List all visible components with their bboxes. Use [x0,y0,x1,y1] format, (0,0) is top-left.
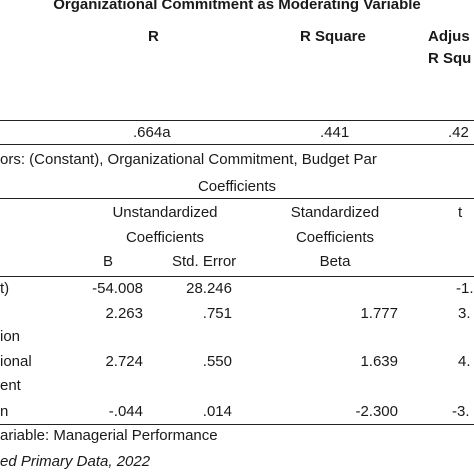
header-b: B [103,253,114,270]
header-adjusted-line2: R Squ [428,50,472,67]
cell-t: 4. [458,353,471,370]
predictors-note: ors: (Constant), Organizational Commitme… [0,151,377,168]
rule-coefficients-bottom [0,424,474,425]
value-adjusted-r-square: .42 [448,124,469,141]
row-label: t) [0,280,10,297]
row-label: ional [0,353,32,370]
rule-coefficients-header-top [0,198,474,199]
header-beta: Beta [319,253,351,270]
cell-b: 2.724 [105,353,143,370]
value-r: .664a [133,124,171,141]
cell-std-error: .550 [202,353,232,370]
row-label: ion [0,328,21,345]
rule-top-model-row [0,120,474,121]
header-adjusted-line1: Adjus [428,28,470,45]
cell-b: 2.263 [105,305,143,322]
cell-t: 3. [458,305,471,322]
header-standardized-line2: Coefficients [295,229,375,246]
header-unstandardized-line2: Coefficients [125,229,205,246]
cell-b: -.044 [108,403,143,420]
header-r: R [148,28,159,45]
header-r-square: R Square [300,28,366,45]
rule-bottom-model-row [0,144,474,145]
cell-t: -1. [456,280,474,297]
cell-beta: 1.639 [360,353,398,370]
cell-std-error: .751 [202,305,232,322]
cell-std-error: .014 [202,403,232,420]
header-unstandardized-line1: Unstandardized [112,204,218,221]
coefficients-title: Coefficients [197,178,277,195]
value-r-square: .441 [320,124,350,141]
rule-coefficients-header-bottom [0,276,474,277]
header-t: t [458,204,463,221]
cell-beta: 1.777 [360,305,398,322]
cell-std-error: 28.246 [186,280,232,297]
model-summary-title: Organizational Commitment as Moderating … [53,0,421,13]
cell-b: -54.008 [92,280,143,297]
row-label: n [0,403,9,420]
row-label: ent [0,377,21,394]
header-standardized-line1: Standardized [290,204,380,221]
header-std-error: Std. Error [172,253,237,270]
cell-t: -3. [452,403,470,420]
source-note: ed Primary Data, 2022 [0,453,151,470]
dependent-variable-note: ariable: Managerial Performance [0,427,218,444]
cell-beta: -2.300 [355,403,398,420]
